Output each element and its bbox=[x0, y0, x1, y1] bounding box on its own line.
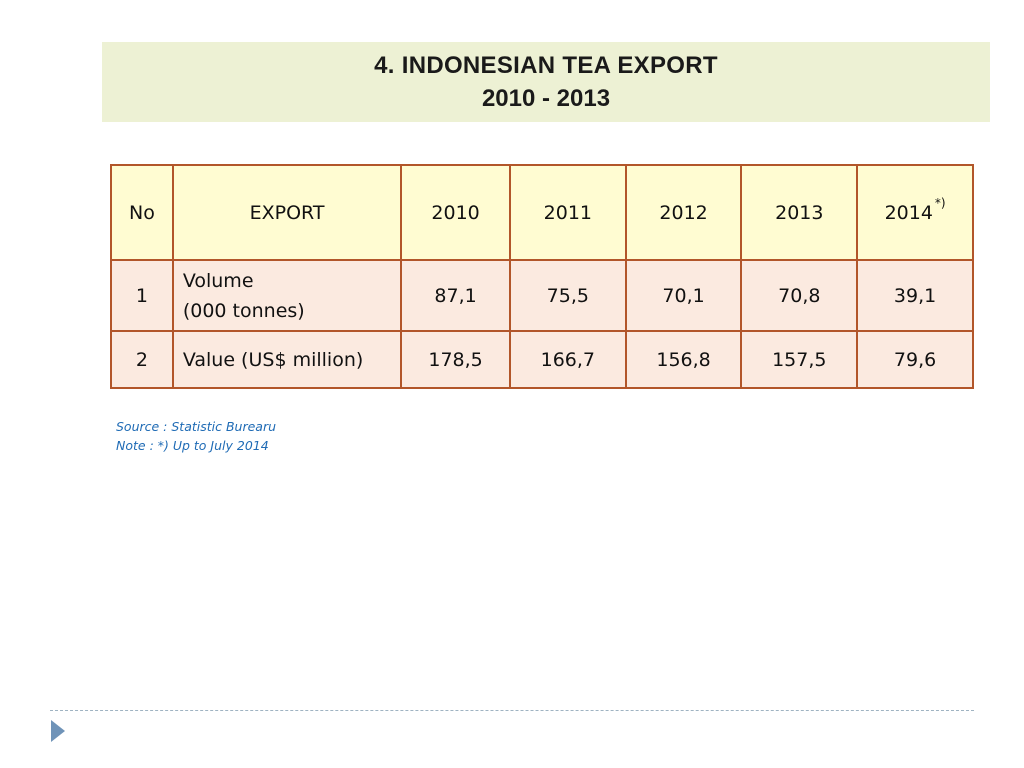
table-row: 2 Value (US$ million) 178,5 166,7 156,8 … bbox=[110, 330, 974, 389]
header-cell-2010: 2010 bbox=[400, 164, 511, 261]
row-number: 1 bbox=[110, 259, 174, 332]
footnote-mark: *) bbox=[934, 195, 946, 210]
header-cell-2013: 2013 bbox=[740, 164, 859, 261]
title-banner: 4. INDONESIAN TEA EXPORT 2010 - 2013 bbox=[102, 42, 990, 122]
source-note: Source : Statistic Burearu bbox=[116, 419, 277, 434]
row-label: Value (US$ million) bbox=[171, 330, 403, 389]
header-cell-export: EXPORT bbox=[171, 164, 403, 261]
table-cell: 156,8 bbox=[624, 330, 743, 389]
table-header-row: No EXPORT 2010 2011 2012 2013 2014 *) bbox=[110, 164, 974, 261]
slide-subtitle: 2010 - 2013 bbox=[481, 85, 611, 112]
table-cell: 79,6 bbox=[856, 330, 974, 389]
table-cell: 75,5 bbox=[508, 259, 627, 332]
header-cell-no: No bbox=[110, 164, 174, 261]
header-cell-2014: 2014 *) bbox=[856, 164, 974, 261]
table-cell: 70,1 bbox=[624, 259, 743, 332]
table-cell: 166,7 bbox=[508, 330, 627, 389]
header-cell-2012: 2012 bbox=[624, 164, 743, 261]
notes-block: Source : Statistic Burearu Note : *) Up … bbox=[116, 417, 276, 455]
table-cell: 87,1 bbox=[400, 259, 511, 332]
triangle-right-icon[interactable] bbox=[51, 720, 65, 742]
footnote-text: Note : *) Up to July 2014 bbox=[116, 438, 269, 453]
row-label-line2: (000 tonnes) bbox=[182, 299, 305, 322]
row-label: Volume (000 tonnes) bbox=[171, 259, 403, 332]
row-number: 2 bbox=[110, 330, 174, 389]
slide-title: 4. INDONESIAN TEA EXPORT bbox=[374, 52, 718, 79]
table-cell: 157,5 bbox=[740, 330, 859, 389]
footer-divider bbox=[50, 710, 974, 711]
header-cell-2011: 2011 bbox=[508, 164, 627, 261]
export-table: No EXPORT 2010 2011 2012 2013 2014 *) 1 V… bbox=[110, 164, 974, 389]
header-2014-label: 2014 bbox=[884, 201, 933, 224]
table-cell: 70,8 bbox=[740, 259, 859, 332]
row-label-line1: Volume bbox=[182, 269, 254, 292]
table-cell: 39,1 bbox=[856, 259, 974, 332]
table-cell: 178,5 bbox=[400, 330, 511, 389]
table-row: 1 Volume (000 tonnes) 87,1 75,5 70,1 70,8… bbox=[110, 259, 974, 332]
